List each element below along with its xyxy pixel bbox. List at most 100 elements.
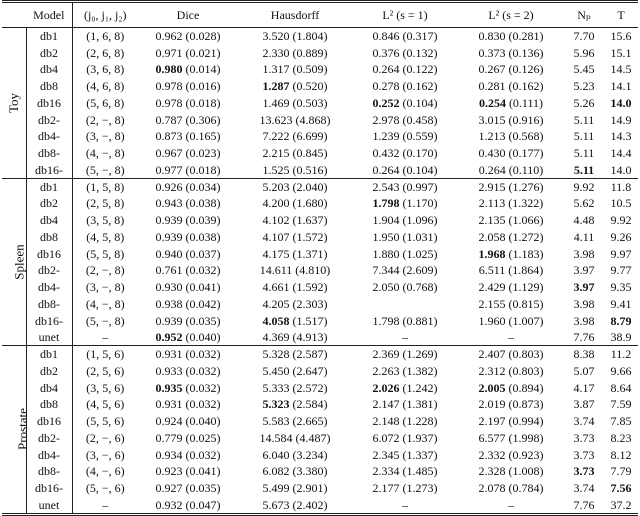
cell-text: db8-	[38, 464, 60, 479]
table-row: db2 (2, 5, 8) 0.943 (0.038) 4.200 (1.680) 1.…	[2, 195, 638, 212]
table-cell: 7.70	[564, 28, 604, 45]
header-cell: L² (s = 1)	[382, 7, 428, 22]
table-row: db8- (4, −, 6) 0.923 (0.041) 6.082 (3.380) 2…	[2, 463, 638, 480]
cell-text: db16-	[35, 313, 63, 328]
cell-mean: 5.583	[262, 414, 290, 429]
table-cell: db2-	[26, 262, 73, 279]
cell-text: db16-	[35, 481, 63, 496]
cell-sd: (0.784)	[508, 481, 544, 496]
table-row: db2 (2, 5, 6) 0.933 (0.032) 5.450 (2.647) 2.…	[2, 362, 638, 380]
cell-sd: (1.637)	[292, 213, 328, 228]
cell-text: (3, 6, 8)	[86, 62, 125, 77]
table-cell: 2.330 (0.889)	[238, 44, 352, 61]
cell-mean: 0.254	[478, 95, 506, 110]
cell-text: (5, 6, 8)	[86, 95, 125, 110]
cell-sd: (1.276)	[508, 179, 544, 194]
cell-mean: 0.281	[478, 79, 506, 94]
table-cell: 0.281 (0.162)	[458, 78, 564, 95]
cell-mean: 3.015	[478, 112, 506, 127]
table-cell: 2.113 (1.322)	[458, 195, 564, 212]
cell-sd: (1.381)	[402, 397, 438, 412]
cell-mean: 4.200	[262, 196, 290, 211]
cell-sd: (0.016)	[185, 79, 221, 94]
cell-sd: (1.269)	[402, 347, 438, 362]
table-cell: 8.38	[564, 346, 604, 363]
table-cell: db4-	[26, 446, 73, 463]
cell-text: db16	[37, 246, 61, 261]
table-cell: –	[458, 329, 564, 346]
table-cell: 1.798 (1.170)	[352, 195, 458, 212]
cell-text: db2-	[38, 112, 60, 127]
cell-text: 5.11	[573, 129, 595, 144]
cell-sd: (1.864)	[508, 263, 544, 278]
cell-mean: 2.135	[478, 213, 506, 228]
cell-mean: 2.197	[478, 414, 506, 429]
cell-text: 15.1	[610, 45, 632, 60]
table-cell: 2.915 (1.276)	[458, 178, 564, 195]
cell-sd: (1.998)	[508, 430, 544, 445]
table-cell: db1	[26, 345, 73, 363]
cell-mean: 0.938	[155, 296, 183, 311]
cell-mean: 14.611	[259, 263, 293, 278]
cell-text: db4-	[38, 447, 60, 462]
table-cell: 8.12	[604, 446, 638, 463]
table-cell: 0.846 (0.317)	[352, 28, 458, 45]
table-cell: db16	[26, 412, 73, 430]
table-cell: 3.520 (1.804)	[238, 28, 352, 45]
table-cell: (1, 6, 8)	[72, 28, 138, 45]
cell-mean: 2.263	[372, 363, 400, 378]
table-cell: db16	[26, 94, 73, 112]
cell-text: 5.11	[573, 112, 595, 127]
table-cell: 0.962 (0.028)	[138, 28, 238, 45]
cell-text: (1, 6, 8)	[86, 29, 125, 44]
table-row: db4 (3, 6, 8) 0.980 (0.014) 1.317 (0.509) 0.…	[2, 61, 638, 78]
table-cell: (1, 5, 6)	[72, 346, 138, 363]
cell-mean: 2.155	[478, 296, 506, 311]
group-label: Toy	[5, 92, 21, 113]
cell-sd: (0.018)	[185, 162, 221, 177]
table-row: db16 (5, 5, 6) 0.924 (0.040) 5.583 (2.665) 2…	[2, 412, 638, 430]
table-cell: 6.072 (1.937)	[352, 430, 458, 447]
cell-text: 8.12	[610, 447, 632, 462]
cell-text: 5.45	[573, 62, 595, 77]
cell-sd: (1.272)	[508, 229, 544, 244]
cell-sd: (3.380)	[292, 464, 328, 479]
cell-text: (5, 5, 8)	[86, 246, 125, 261]
table-cell: 38.9	[604, 329, 638, 346]
cell-sd: (2.665)	[292, 414, 328, 429]
cell-mean: 0.846	[372, 29, 400, 44]
header-cell: Dice	[176, 7, 200, 22]
cell-mean: 0.939	[155, 213, 183, 228]
table-cell: 0.430 (0.177)	[458, 145, 564, 162]
cell-sd: (0.889)	[292, 45, 328, 60]
table-cell: 4.058 (1.517)	[238, 312, 352, 329]
cell-mean: 0.931	[155, 397, 183, 412]
table-cell: 2.148 (1.228)	[352, 413, 458, 430]
cell-text: db8	[40, 229, 58, 244]
cell-mean: 3.520	[262, 29, 290, 44]
table-cell: db2-	[26, 111, 73, 128]
cell-text: 10.5	[610, 196, 632, 211]
cell-mean: 0.779	[155, 430, 183, 445]
table-cell: 1.960 (1.007)	[458, 312, 564, 329]
table-cell: 0.376 (0.132)	[352, 44, 458, 61]
table-cell: 0.967 (0.023)	[138, 145, 238, 162]
cell-sd: (0.041)	[185, 464, 221, 479]
table-cell: 4.102 (1.637)	[238, 212, 352, 229]
cell-mean: 4.661	[262, 280, 290, 295]
cell-mean: 0.939	[155, 313, 183, 328]
cell-text: db4-	[38, 280, 60, 295]
cell-mean: 4.205	[262, 296, 290, 311]
cell-sd: (1.031)	[402, 229, 438, 244]
cell-sd: (2.587)	[292, 347, 328, 362]
table-cell: db8	[26, 77, 73, 95]
cell-sd: (1.680)	[292, 196, 328, 211]
table-cell: 14.0	[604, 162, 638, 179]
table-cell: 0.934 (0.032)	[138, 446, 238, 463]
table-cell: 3.74	[564, 480, 604, 497]
table-cell: 2.147 (1.381)	[352, 396, 458, 413]
table-cell: 2.312 (0.803)	[458, 363, 564, 380]
cell-sd: (0.568)	[508, 129, 544, 144]
table-cell: db1	[26, 27, 73, 45]
cell-sd: (4.868)	[295, 112, 331, 127]
